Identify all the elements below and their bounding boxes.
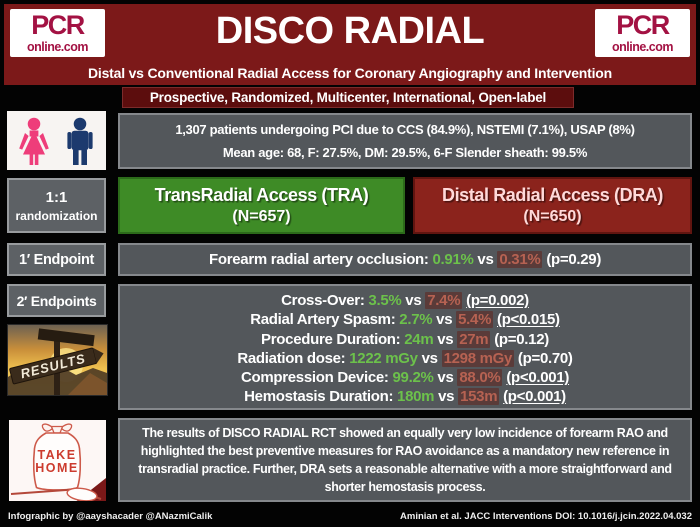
randomization-label: 1:1 randomization bbox=[7, 178, 106, 233]
endpoint-p-value: (p<0.015) bbox=[497, 311, 560, 329]
endpoint-p-value: (p=0.002) bbox=[466, 292, 529, 309]
primary-vs: vs bbox=[477, 251, 494, 268]
male-icon bbox=[66, 117, 93, 165]
take-home-message: The results of DISCO RADIAL RCT showed a… bbox=[138, 426, 672, 494]
arm-dra-n: (N=650) bbox=[523, 208, 582, 225]
endpoint-row: Radial Artery Spasm: 2.7% vs 5.4% (p<0.0… bbox=[120, 310, 690, 329]
endpoint-dra-value: 7.4% bbox=[425, 292, 463, 309]
arm-dra-name: Distal Radial Access (DRA) bbox=[441, 185, 663, 205]
endpoint-tra-value: 24m bbox=[404, 330, 434, 348]
arm-tra-name: TransRadial Access (TRA) bbox=[154, 185, 369, 205]
endpoint-vs: vs bbox=[421, 349, 438, 367]
randomization-text: randomization bbox=[15, 208, 98, 223]
female-male-icon bbox=[18, 117, 93, 165]
take-home-text-line1: TAKE bbox=[37, 448, 76, 462]
endpoint-vs: vs bbox=[437, 369, 454, 387]
randomization-ratio: 1:1 bbox=[45, 188, 68, 206]
endpoint-row: Compression Device: 99.2% vs 88.0% (p<0.… bbox=[120, 368, 690, 387]
page-subtitle: Distal vs Conventional Radial Access for… bbox=[87, 65, 613, 81]
patients-icon-panel bbox=[7, 111, 106, 170]
pcr-logo-brand: PCR bbox=[31, 10, 85, 41]
endpoint-metric: Radiation dose: bbox=[237, 349, 346, 367]
endpoint-tra-value: 1222 mGy bbox=[349, 349, 418, 367]
pcr-logo-domain: online.com bbox=[612, 40, 673, 55]
take-home-text-line2: HOME bbox=[35, 461, 79, 475]
page-title: DISCO RADIAL bbox=[215, 10, 485, 52]
endpoint-vs: vs bbox=[437, 330, 454, 348]
results-signpost-image: RESULTS bbox=[7, 324, 108, 396]
endpoint-vs: vs bbox=[436, 311, 453, 329]
header-band: PCR online.com DISCO RADIAL Distal vs Co… bbox=[4, 4, 696, 85]
pcr-logo-left: PCR online.com bbox=[10, 9, 105, 57]
results-signpost-icon: RESULTS bbox=[8, 325, 107, 395]
endpoint-dra-value: 1298 mGy bbox=[441, 349, 515, 367]
endpoint-metric: Cross-Over: bbox=[281, 292, 365, 309]
primary-metric: Forearm radial artery occlusion: bbox=[208, 251, 429, 268]
endpoint-vs: vs bbox=[438, 388, 455, 406]
pcr-logo-brand: PCR bbox=[616, 10, 670, 41]
endpoint-metric: Radial Artery Spasm: bbox=[250, 311, 396, 329]
endpoint-metric: Procedure Duration: bbox=[261, 330, 401, 348]
take-home-message-panel: The results of DISCO RADIAL RCT showed a… bbox=[118, 418, 692, 502]
primary-p-value: (p=0.29) bbox=[546, 251, 602, 268]
arm-tra-panel: TransRadial Access (TRA) (N=657) bbox=[118, 177, 405, 234]
endpoint-p-value: (p<0.001) bbox=[503, 388, 566, 406]
primary-endpoint-panel: Forearm radial artery occlusion: 0.91% v… bbox=[118, 243, 692, 276]
secondary-endpoints-label-text: 2′ Endpoints bbox=[16, 292, 97, 309]
endpoint-tra-value: 3.5% bbox=[368, 292, 402, 309]
endpoint-row: Hemostasis Duration: 180m vs 153m (p<0.0… bbox=[120, 387, 690, 406]
patients-summary-panel: 1,307 patients undergoing PCI due to CCS… bbox=[118, 113, 692, 169]
patients-line-1: 1,307 patients undergoing PCI due to CCS… bbox=[175, 122, 635, 137]
pcr-logo-right: PCR online.com bbox=[595, 9, 690, 57]
endpoint-tra-value: 180m bbox=[397, 388, 435, 406]
credit-text: Infographic by @aayshacader @ANazmiCalik bbox=[8, 511, 213, 522]
endpoint-tra-value: 99.2% bbox=[392, 369, 434, 387]
pcr-logo-domain: online.com bbox=[27, 40, 88, 55]
study-design-bar: Prospective, Randomized, Multicenter, In… bbox=[122, 87, 574, 108]
endpoint-tra-value: 2.7% bbox=[399, 311, 433, 329]
patients-line-2: Mean age: 68, F: 27.5%, DM: 29.5%, 6-F S… bbox=[222, 145, 588, 160]
arm-tra-n: (N=657) bbox=[232, 208, 291, 225]
arm-dra-panel: Distal Radial Access (DRA) (N=650) bbox=[413, 177, 692, 234]
secondary-endpoints-panel: Cross-Over: 3.5% vs 7.4% (p=0.002) Radia… bbox=[118, 284, 692, 410]
endpoint-dra-value: 153m bbox=[458, 388, 500, 406]
endpoint-vs: vs bbox=[405, 292, 422, 309]
endpoint-p-value: (p=0.70) bbox=[517, 349, 573, 367]
take-home-icon-panel: TAKE HOME bbox=[9, 420, 106, 502]
endpoint-row: Procedure Duration: 24m vs 27m (p=0.12) bbox=[120, 330, 690, 349]
endpoint-dra-value: 27m bbox=[457, 330, 491, 348]
primary-tra-value: 0.91% bbox=[432, 251, 474, 268]
endpoint-metric: Hemostasis Duration: bbox=[244, 388, 394, 406]
secondary-endpoints-label: 2′ Endpoints bbox=[7, 284, 106, 317]
endpoint-row: Cross-Over: 3.5% vs 7.4% (p=0.002) bbox=[120, 291, 690, 310]
endpoint-p-value: (p=0.12) bbox=[494, 330, 549, 348]
endpoint-p-value: (p<0.001) bbox=[506, 369, 570, 387]
female-icon bbox=[18, 117, 49, 165]
primary-dra-value: 0.31% bbox=[497, 251, 543, 268]
take-home-bag-icon: TAKE HOME bbox=[10, 423, 106, 502]
secondary-endpoints-list: Cross-Over: 3.5% vs 7.4% (p=0.002) Radia… bbox=[120, 291, 690, 407]
endpoint-row: Radiation dose: 1222 mGy vs 1298 mGy (p=… bbox=[120, 349, 690, 368]
primary-endpoint-label-text: 1′ Endpoint bbox=[18, 251, 95, 268]
endpoint-dra-value: 5.4% bbox=[456, 311, 494, 329]
primary-endpoint-label: 1′ Endpoint bbox=[7, 243, 106, 276]
citation-text: Aminian et al. JACC Interventions DOI: 1… bbox=[400, 511, 692, 522]
endpoint-metric: Compression Device: bbox=[240, 369, 389, 387]
endpoint-dra-value: 88.0% bbox=[457, 369, 503, 387]
